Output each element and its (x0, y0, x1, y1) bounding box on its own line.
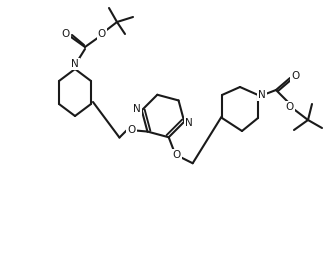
Text: N: N (71, 59, 79, 69)
Text: O: O (62, 29, 70, 39)
Text: N: N (133, 104, 141, 114)
Text: O: O (173, 150, 181, 160)
Text: O: O (127, 125, 135, 135)
Text: O: O (286, 102, 294, 112)
Text: N: N (258, 90, 266, 100)
Text: O: O (98, 29, 106, 39)
Text: O: O (291, 71, 299, 81)
Text: N: N (185, 118, 193, 128)
